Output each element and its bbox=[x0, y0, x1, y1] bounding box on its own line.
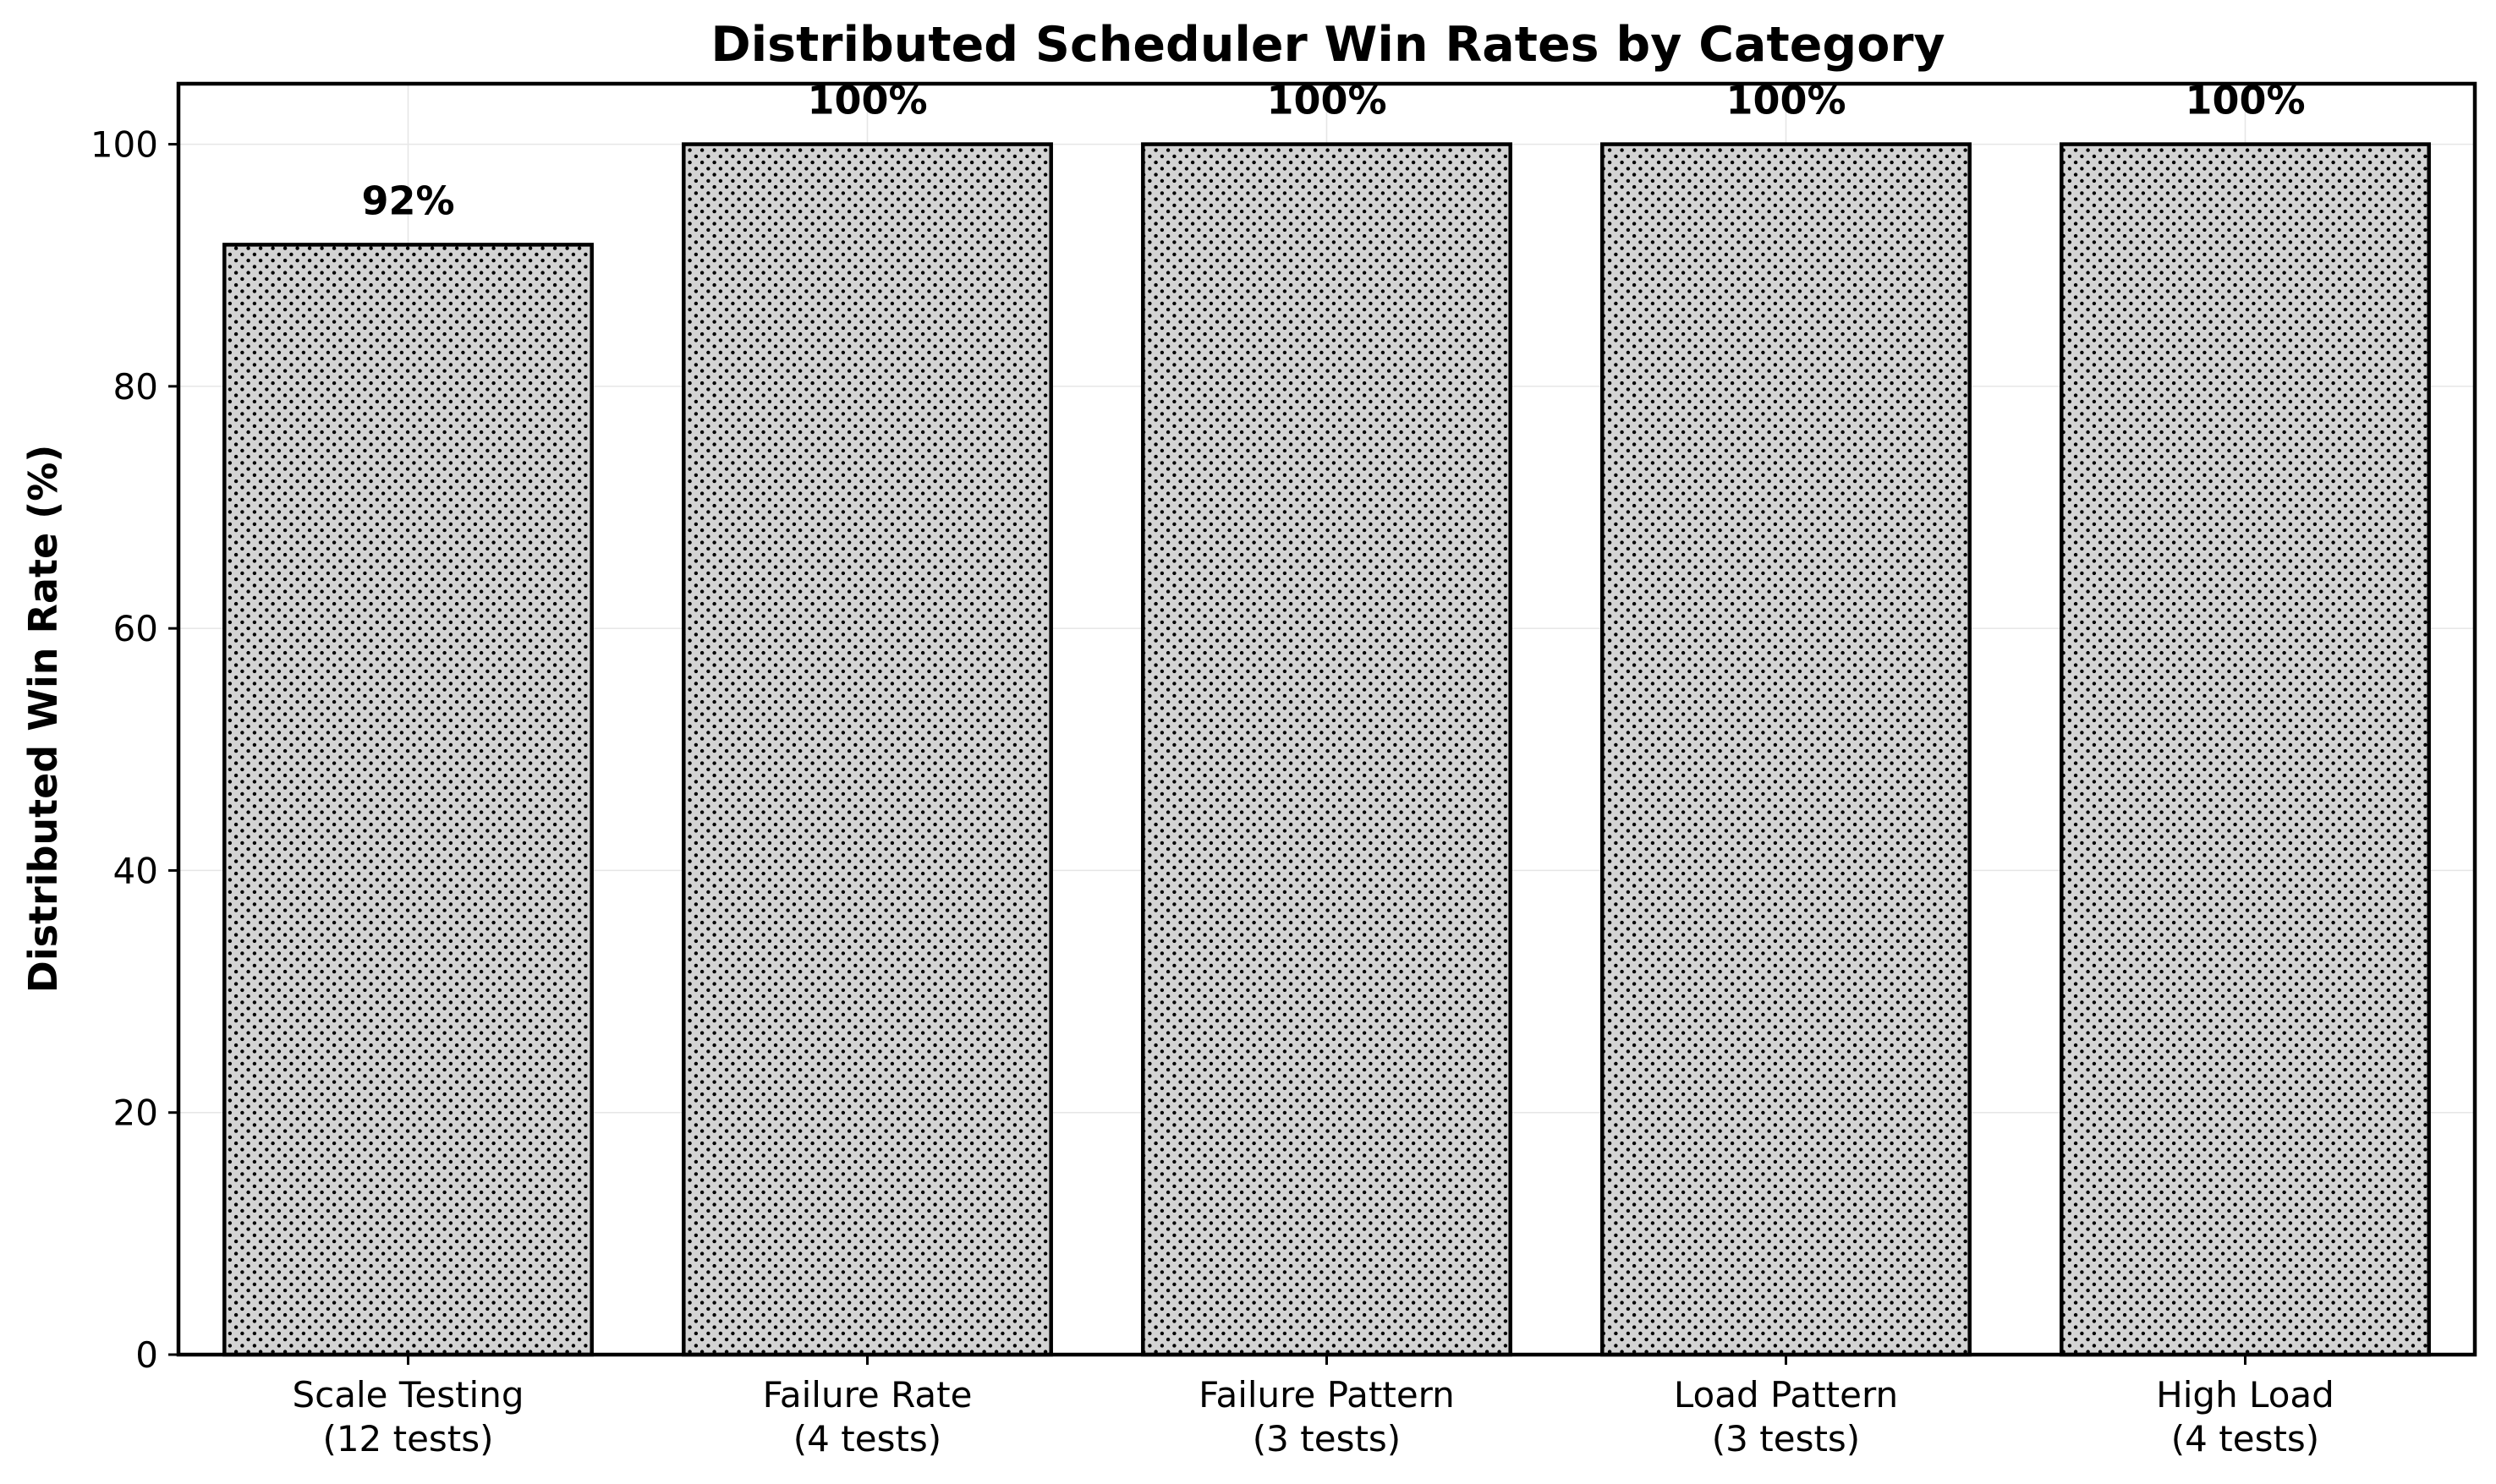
y-tick-label: 80 bbox=[113, 366, 158, 408]
y-tick-label: 60 bbox=[113, 608, 158, 649]
x-axis-ticks: Scale Testing(12 tests)Failure Rate(4 te… bbox=[292, 1355, 2334, 1459]
y-tick-label: 20 bbox=[113, 1092, 158, 1134]
bar bbox=[682, 142, 1053, 1357]
bar-value-label: 92% bbox=[361, 178, 454, 223]
y-tick-label: 0 bbox=[135, 1334, 158, 1376]
x-tick-label: Load Pattern bbox=[1674, 1374, 1898, 1416]
x-tick-count-label: (3 tests) bbox=[1253, 1418, 1401, 1459]
y-axis-label: Distributed Win Rate (%) bbox=[20, 445, 66, 994]
x-tick-label: High Load bbox=[2156, 1374, 2334, 1416]
x-tick-count-label: (4 tests) bbox=[2171, 1418, 2319, 1459]
bar bbox=[2060, 142, 2431, 1357]
y-tick-label: 40 bbox=[113, 850, 158, 891]
bar bbox=[1141, 142, 1512, 1357]
x-tick-label: Failure Pattern bbox=[1199, 1374, 1455, 1416]
bars bbox=[222, 142, 2431, 1357]
x-tick-label: Failure Rate bbox=[763, 1374, 973, 1416]
x-tick-count-label: (12 tests) bbox=[322, 1418, 493, 1459]
chart-title: Distributed Scheduler Win Rates by Categ… bbox=[710, 17, 1945, 73]
y-axis-ticks: 0 20 40 60 80 100 bbox=[91, 124, 178, 1376]
bar bbox=[222, 243, 594, 1357]
x-tick-count-label: (4 tests) bbox=[793, 1418, 941, 1459]
y-tick-label: 100 bbox=[91, 124, 158, 166]
x-tick-label: Scale Testing bbox=[292, 1374, 524, 1416]
value-labels: 92%100% 100% 100% 100% bbox=[361, 78, 2305, 224]
x-tick-count-label: (3 tests) bbox=[1712, 1418, 1860, 1459]
bar bbox=[1600, 142, 1972, 1357]
